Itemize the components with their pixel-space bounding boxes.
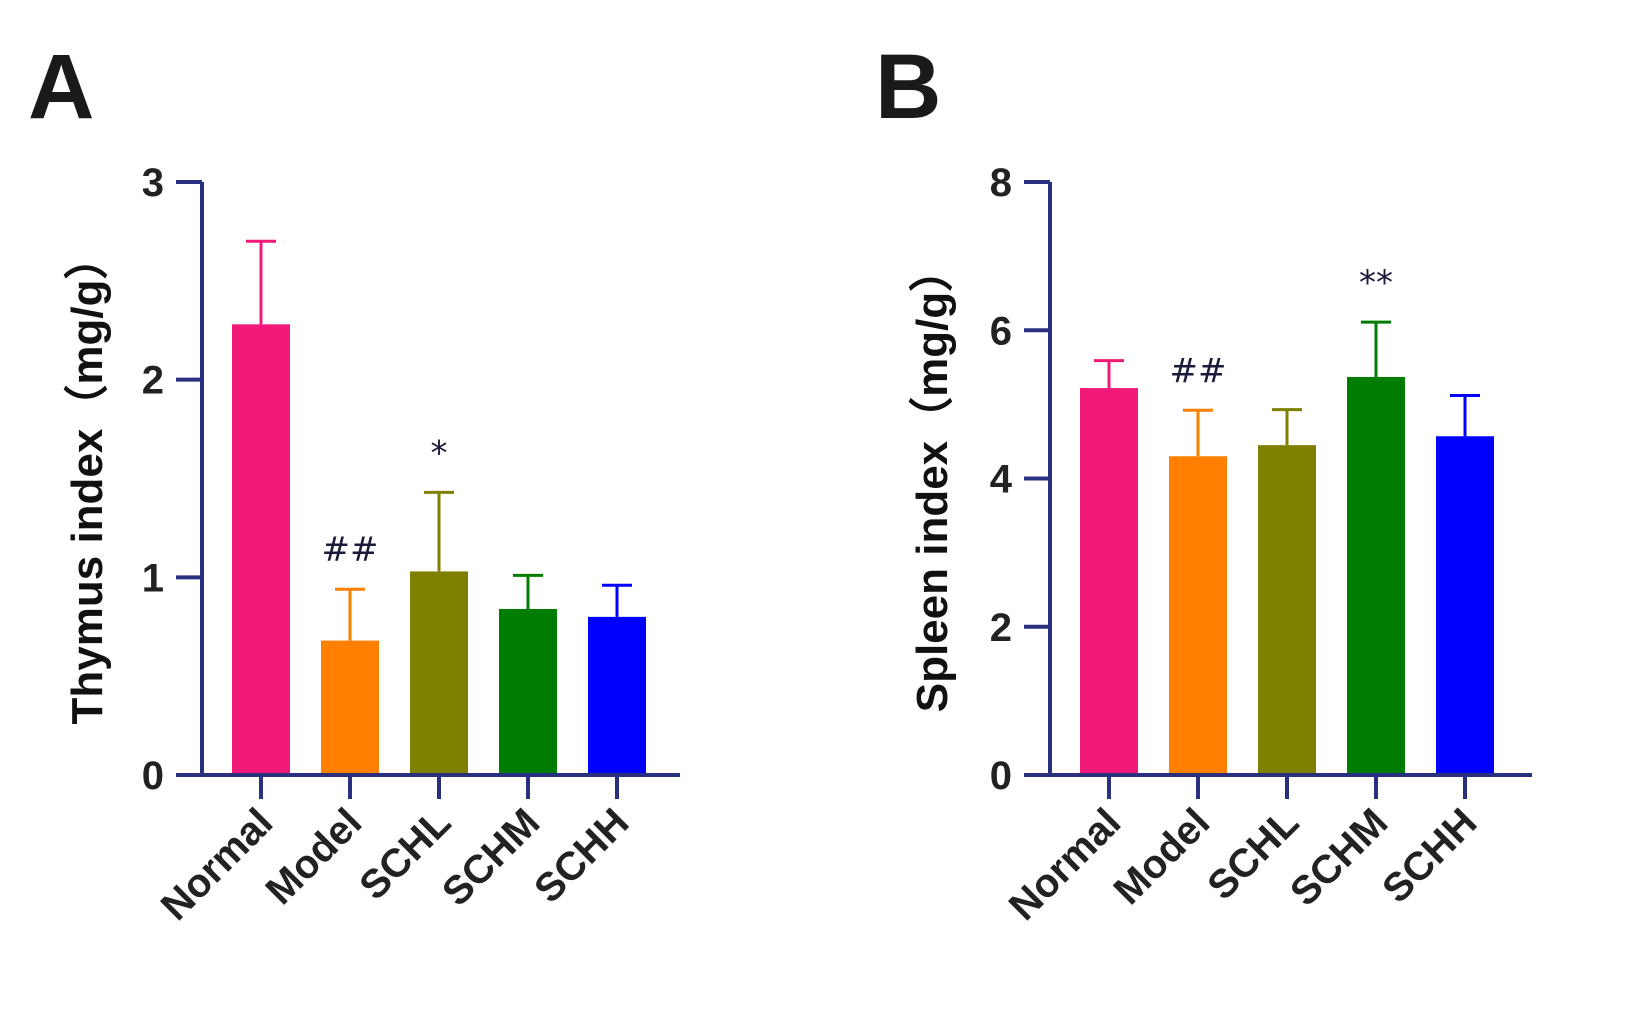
category-label-model: Model (258, 800, 371, 913)
category-label-schh: SCHH (526, 800, 637, 911)
bar-model (1169, 456, 1227, 775)
y-tick-label: 0 (990, 754, 1012, 798)
significance-model: ## (1170, 351, 1227, 391)
significance-schm: ** (1359, 263, 1393, 303)
bar-normal (232, 324, 290, 775)
bar-normal (1080, 388, 1138, 775)
y-tick-label: 4 (990, 458, 1013, 502)
category-label-schm: SCHM (434, 800, 548, 914)
panel-letter: A (28, 36, 94, 138)
y-tick-label: 2 (990, 606, 1012, 650)
category-label-schm: SCHM (1282, 800, 1396, 914)
y-tick-label: 6 (990, 309, 1012, 353)
bar-schl (410, 571, 468, 775)
bar-schm (499, 608, 557, 775)
category-label-normal: Normal (1001, 800, 1130, 929)
category-label-schh: SCHH (1374, 800, 1485, 911)
bar-schl (1258, 445, 1316, 775)
significance-model: ## (322, 530, 379, 570)
y-axis-title: Thymus index（mg/g） (63, 236, 112, 725)
y-tick-label: 1 (142, 556, 164, 600)
bar-model (321, 640, 379, 775)
bar-schh (1436, 436, 1494, 775)
category-label-model: Model (1106, 800, 1219, 913)
y-tick-label: 3 (142, 161, 164, 205)
bar-schm (1347, 376, 1405, 775)
y-tick-label: 2 (142, 359, 164, 403)
panel-letter: B (875, 36, 941, 138)
y-tick-label: 0 (142, 754, 164, 798)
significance-schl: * (431, 433, 448, 473)
category-label-normal: Normal (153, 800, 282, 929)
y-tick-label: 8 (990, 161, 1012, 205)
bar-schh (588, 616, 646, 775)
y-axis-title: Spleen index（mg/g） (908, 248, 957, 713)
